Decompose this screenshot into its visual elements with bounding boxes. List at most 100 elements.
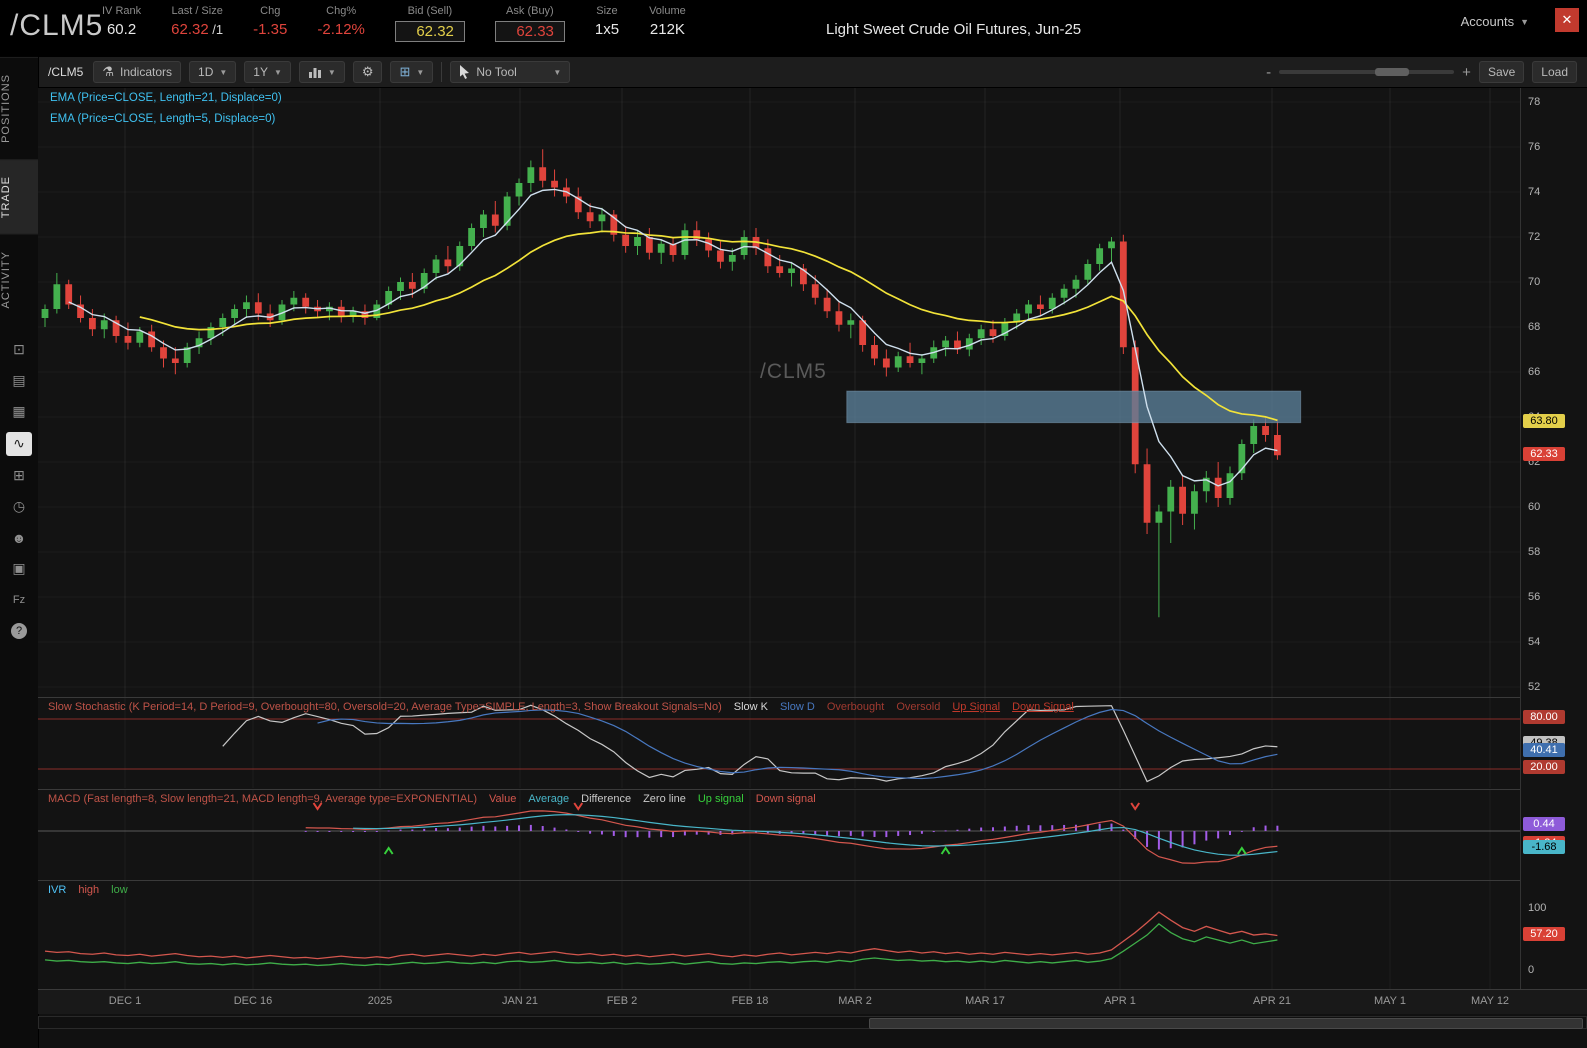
ivr-panel[interactable]: IVR high low [38, 880, 1520, 989]
time-tick-dec-1: DEC 1 [108, 995, 142, 1007]
legend-item-difference: Difference [581, 793, 632, 805]
settings-button[interactable]: ⚙ [352, 61, 383, 83]
history-clock-icon-glyph: ◷ [12, 498, 26, 515]
timeframe-dropdown[interactable]: 1D ▼ [189, 61, 237, 83]
timeframe-value: 1D [198, 65, 214, 79]
legend-item-oversold: Oversold [896, 701, 941, 713]
quote-field-value: -1.35 [253, 21, 287, 38]
calendar-icon[interactable]: ▦ [5, 401, 33, 423]
fz-icon-glyph: Fz [12, 593, 26, 606]
chart-icon[interactable]: ∿ [6, 431, 32, 456]
indicators-button[interactable]: ⚗ Indicators [93, 61, 182, 83]
quote-field-volume: Volume 212K [649, 5, 686, 42]
price-axis[interactable]: 5254565860626466687072747678100063.8062.… [1520, 88, 1587, 989]
price-axis-label: 56 [1528, 591, 1541, 603]
drawer-icon-glyph: ▣ [12, 560, 26, 577]
legend-item-up-signal: Up signal [697, 793, 744, 805]
time-tick-dec-16: DEC 16 [233, 995, 273, 1007]
symbol-watermark: /CLM5 [760, 360, 827, 383]
range-value: 1Y [253, 65, 268, 79]
legend-item-average: Average [528, 793, 570, 805]
apps-grid-icon[interactable]: ⊞ [5, 465, 33, 487]
time-tick-mar-17: MAR 17 [965, 995, 1005, 1007]
price-badge: 62.33 [1523, 446, 1565, 461]
grid-icon: ⊞ [399, 64, 411, 79]
time-tick-2025: 2025 [367, 995, 393, 1007]
help-icon[interactable]: ? [5, 620, 33, 642]
ivr-axis-label: 0 [1528, 964, 1535, 976]
study-title: MACD (Fast length=8, Slow length=21, MAC… [48, 793, 478, 805]
macd-badge: -1.68 [1523, 840, 1565, 855]
sidebar-icons: ⊡ ▤ ▦ ∿ ⊞ ◷ ☻ ▣ Fz? [0, 339, 38, 642]
time-tick-mar-2: MAR 2 [838, 995, 872, 1007]
quote-field-value: 62.33 [494, 21, 565, 42]
symbol-title: /CLM5 [10, 9, 104, 42]
stochastic-canvas [38, 698, 1520, 788]
legend-item-zero-line: Zero line [643, 793, 686, 805]
save-button[interactable]: Save [1478, 61, 1525, 83]
cursor-icon [460, 65, 470, 79]
legend-item-down-signal: Down signal [755, 793, 816, 805]
calendar-icon-glyph: ▦ [12, 403, 26, 420]
time-axis[interactable]: DEC 1 DEC 16 2025 JAN 21 FEB 2 FEB 18 MAR 2 MAR… [38, 989, 1587, 1014]
chevron-down-icon: ▼ [327, 67, 336, 77]
range-dropdown[interactable]: 1Y ▼ [244, 61, 291, 83]
chevron-down-icon: ▼ [273, 67, 282, 77]
monitor-icon-glyph: ⊡ [13, 341, 25, 358]
drawer-icon[interactable]: ▣ [5, 558, 33, 580]
stochastic-panel[interactable]: Slow Stochastic (K Period=14, D Period=9… [38, 697, 1520, 789]
study-title: Slow Stochastic (K Period=14, D Period=9… [48, 701, 722, 713]
macd-panel[interactable]: MACD (Fast length=8, Slow length=21, MAC… [38, 789, 1520, 880]
zoom-out-button[interactable]: - [1266, 63, 1272, 81]
ivr-canvas [44, 881, 1491, 989]
quote-field-label: Chg% [326, 5, 357, 17]
people-icon[interactable]: ☻ [5, 527, 33, 549]
ema21-label: EMA (Price=CLOSE, Length=21, Displace=0) [50, 92, 282, 104]
price-chart-area[interactable]: EMA (Price=CLOSE, Length=21, Displace=0)… [38, 88, 1520, 698]
quote-fields: IV Rank 60.2 Last / Size 62.32 /1 Chg -1.35 Ch… [102, 5, 686, 42]
zoom-slider[interactable] [1279, 68, 1455, 76]
zoom-slider-thumb[interactable] [1375, 68, 1410, 76]
quote-field-value: -2.12% [317, 21, 365, 38]
chart-type-dropdown[interactable]: ▼ [298, 61, 345, 83]
sidebar-tab-positions[interactable]: POSITIONS [0, 57, 38, 159]
tool-value: No Tool [476, 65, 517, 79]
load-button[interactable]: Load [1532, 61, 1577, 83]
quote-value-text: -1.35 [253, 21, 288, 38]
quote-field-value: 62.32 [394, 21, 465, 42]
compare-grid-dropdown[interactable]: ⊞ ▼ [390, 61, 434, 83]
price-axis-label: 72 [1528, 231, 1541, 243]
h-scrollbar-thumb[interactable] [869, 1018, 1583, 1029]
people-icon-glyph: ☻ [11, 529, 27, 546]
time-tick-may-12: MAY 12 [1470, 995, 1510, 1007]
history-clock-icon[interactable]: ◷ [5, 496, 33, 518]
indicators-label: Indicators [120, 65, 173, 79]
legend-item-slow-d: Slow D [780, 701, 815, 713]
fz-icon[interactable]: Fz [5, 589, 33, 611]
quote-header: /CLM5 IV Rank 60.2 Last / Size 62.32 /1 Chg -… [0, 0, 1587, 57]
quote-field-value: 1x5 [595, 21, 619, 38]
sidebar-tabs: POSITIONS TRADE ACTIVITY [0, 57, 38, 325]
gear-icon: ⚙ [361, 64, 374, 79]
price-chart-canvas[interactable] [38, 88, 1520, 698]
price-axis-label: 70 [1528, 276, 1541, 288]
horizontal-scrollbar[interactable] [38, 1016, 1587, 1029]
quote-field-value: 60.2 [107, 21, 136, 38]
time-tick-jan-21: JAN 21 [501, 995, 539, 1007]
accounts-label: Accounts [1460, 14, 1515, 29]
monitor-icon[interactable]: ⊡ [5, 339, 33, 361]
instrument-description: Light Sweet Crude Oil Futures, Jun-25 [826, 21, 1082, 38]
study-title: IVR [48, 884, 67, 896]
drawing-tool-dropdown[interactable]: No Tool ▼ [450, 61, 571, 83]
price-axis-label: 68 [1528, 321, 1541, 333]
quote-field-size: Size 1x5 [595, 5, 619, 42]
accounts-button[interactable]: Accounts ▼ [1461, 14, 1529, 29]
zoom-in-button[interactable]: + [1462, 63, 1471, 81]
watchlist-icon[interactable]: ▤ [5, 370, 33, 392]
toolbar-divider [441, 62, 443, 82]
sidebar-tab-activity[interactable]: ACTIVITY [0, 234, 38, 325]
close-button[interactable]: ✕ [1555, 8, 1579, 32]
sidebar-tab-trade[interactable]: TRADE [0, 158, 38, 235]
quote-value-text: 212K [649, 21, 685, 38]
macd-badge: 0.44 [1523, 817, 1565, 832]
